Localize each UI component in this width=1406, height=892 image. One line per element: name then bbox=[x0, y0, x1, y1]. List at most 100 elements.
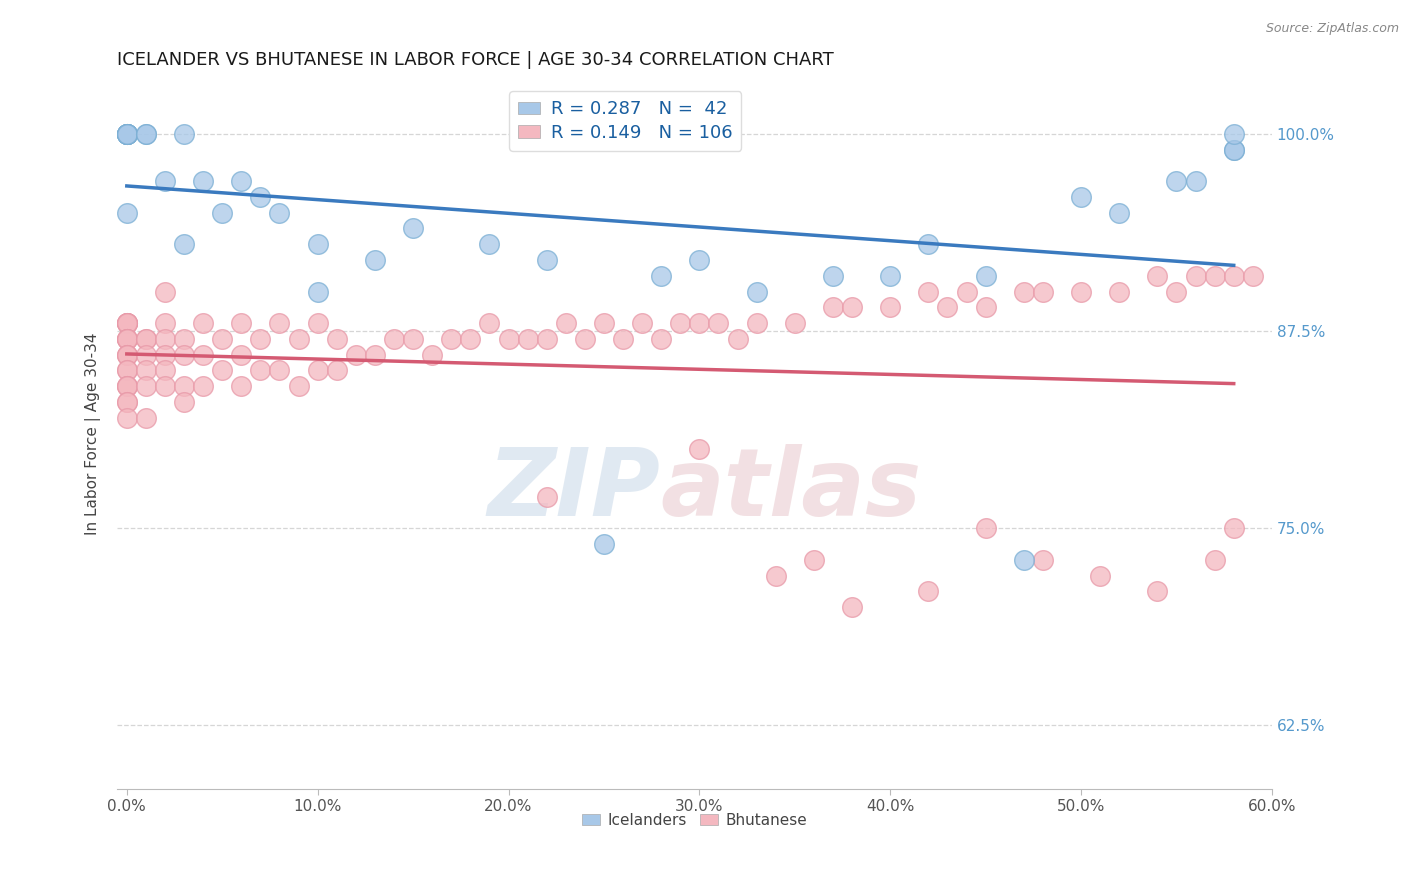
Point bbox=[153, 348, 176, 362]
Point bbox=[1032, 285, 1054, 299]
Point bbox=[231, 379, 253, 393]
Text: ICELANDER VS BHUTANESE IN LABOR FORCE | AGE 30-34 CORRELATION CHART: ICELANDER VS BHUTANESE IN LABOR FORCE | … bbox=[117, 51, 834, 69]
Point bbox=[211, 205, 233, 219]
Point bbox=[269, 363, 291, 377]
Point bbox=[135, 332, 157, 346]
Point bbox=[115, 127, 138, 141]
Point bbox=[688, 316, 710, 330]
Point bbox=[115, 395, 138, 409]
Point bbox=[536, 252, 558, 267]
Text: Source: ZipAtlas.com: Source: ZipAtlas.com bbox=[1265, 22, 1399, 36]
Point bbox=[364, 348, 387, 362]
Point bbox=[191, 174, 214, 188]
Point bbox=[536, 332, 558, 346]
Point bbox=[173, 332, 195, 346]
Point bbox=[115, 127, 138, 141]
Point bbox=[173, 127, 195, 141]
Point bbox=[688, 252, 710, 267]
Point bbox=[307, 363, 329, 377]
Point bbox=[231, 174, 253, 188]
Point bbox=[115, 316, 138, 330]
Point bbox=[554, 316, 576, 330]
Point bbox=[211, 363, 233, 377]
Point bbox=[1108, 285, 1130, 299]
Point bbox=[115, 363, 138, 377]
Point bbox=[1012, 553, 1035, 567]
Point bbox=[765, 568, 787, 582]
Point bbox=[135, 127, 157, 141]
Point bbox=[917, 285, 939, 299]
Point bbox=[115, 316, 138, 330]
Point bbox=[135, 363, 157, 377]
Point bbox=[650, 332, 672, 346]
Point bbox=[115, 332, 138, 346]
Point bbox=[115, 379, 138, 393]
Point bbox=[1241, 268, 1264, 283]
Point bbox=[917, 584, 939, 599]
Point bbox=[191, 348, 214, 362]
Point bbox=[173, 237, 195, 252]
Point bbox=[153, 379, 176, 393]
Point bbox=[669, 316, 692, 330]
Point bbox=[115, 316, 138, 330]
Point bbox=[173, 379, 195, 393]
Point bbox=[402, 332, 425, 346]
Point bbox=[460, 332, 482, 346]
Point bbox=[803, 553, 825, 567]
Point bbox=[1222, 127, 1244, 141]
Point bbox=[115, 127, 138, 141]
Point bbox=[153, 363, 176, 377]
Point bbox=[115, 348, 138, 362]
Point bbox=[1204, 553, 1226, 567]
Point bbox=[135, 348, 157, 362]
Point bbox=[135, 127, 157, 141]
Point bbox=[173, 348, 195, 362]
Point bbox=[821, 301, 844, 315]
Point bbox=[498, 332, 520, 346]
Point bbox=[153, 332, 176, 346]
Point bbox=[1032, 553, 1054, 567]
Point bbox=[307, 285, 329, 299]
Point bbox=[1088, 568, 1111, 582]
Point bbox=[382, 332, 405, 346]
Point bbox=[936, 301, 959, 315]
Point bbox=[974, 521, 997, 535]
Point bbox=[249, 190, 271, 204]
Point bbox=[249, 363, 271, 377]
Point bbox=[115, 379, 138, 393]
Point bbox=[115, 332, 138, 346]
Point bbox=[821, 268, 844, 283]
Point bbox=[1146, 268, 1168, 283]
Point bbox=[574, 332, 596, 346]
Point bbox=[478, 316, 501, 330]
Point bbox=[115, 332, 138, 346]
Point bbox=[115, 127, 138, 141]
Point bbox=[879, 268, 901, 283]
Point bbox=[115, 127, 138, 141]
Point bbox=[1146, 584, 1168, 599]
Point bbox=[1012, 285, 1035, 299]
Point bbox=[326, 332, 349, 346]
Point bbox=[191, 316, 214, 330]
Point bbox=[307, 237, 329, 252]
Point bbox=[955, 285, 977, 299]
Point bbox=[593, 537, 616, 551]
Point bbox=[1108, 205, 1130, 219]
Point bbox=[1184, 268, 1206, 283]
Point bbox=[153, 174, 176, 188]
Point bbox=[153, 285, 176, 299]
Point bbox=[287, 332, 309, 346]
Point bbox=[231, 316, 253, 330]
Y-axis label: In Labor Force | Age 30-34: In Labor Force | Age 30-34 bbox=[86, 333, 101, 535]
Point bbox=[115, 127, 138, 141]
Text: ZIP: ZIP bbox=[486, 444, 659, 536]
Point bbox=[783, 316, 806, 330]
Point bbox=[344, 348, 367, 362]
Point bbox=[1070, 285, 1092, 299]
Point bbox=[115, 395, 138, 409]
Point bbox=[841, 600, 863, 615]
Point bbox=[440, 332, 463, 346]
Point bbox=[420, 348, 443, 362]
Point bbox=[917, 237, 939, 252]
Point bbox=[364, 252, 387, 267]
